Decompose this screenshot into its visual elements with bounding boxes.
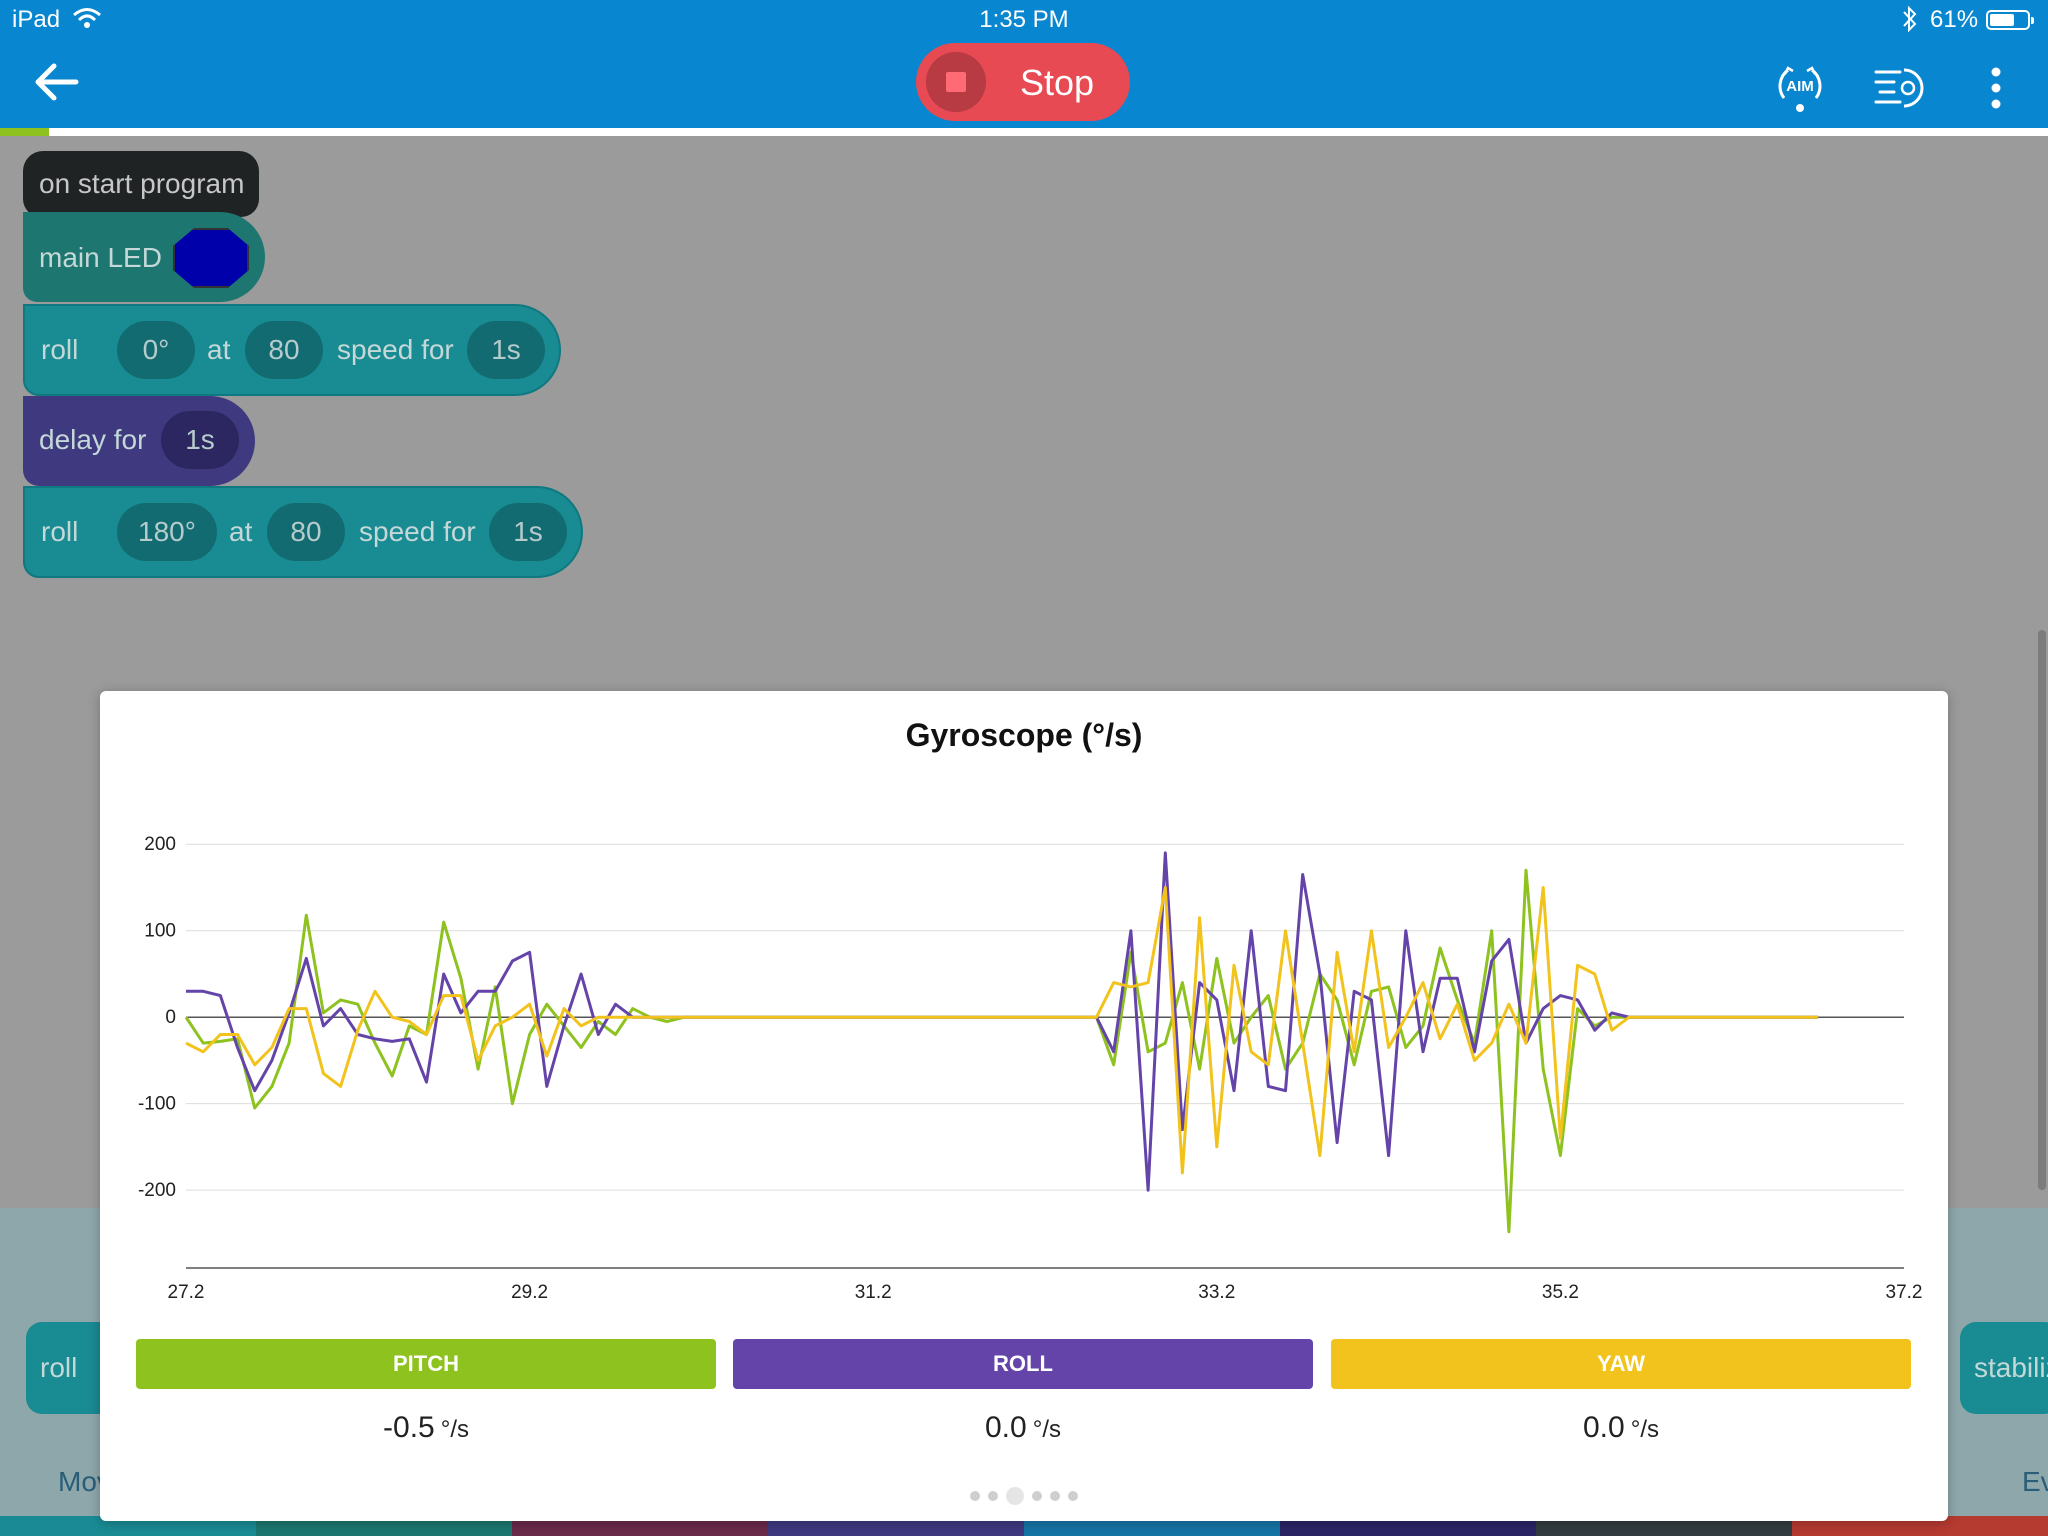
- x-tick-label: 29.2: [511, 1282, 548, 1303]
- page-dot-active[interactable]: [1006, 1487, 1024, 1505]
- on-start-block[interactable]: on start program: [23, 151, 259, 217]
- heading-field[interactable]: 180°: [117, 503, 217, 561]
- at-label: at: [229, 516, 253, 547]
- pitch-reading: -0.5 °/s: [136, 1411, 716, 1445]
- gyroscope-chart: 200 100 0 -100 -200 27.2 29.2 31.2 33.2 35.2 37.2: [138, 834, 1923, 1303]
- palette-stabilization-block[interactable]: stabiliz: [1960, 1322, 2048, 1414]
- yaw-unit: °/s: [1630, 1416, 1659, 1443]
- roll-block[interactable]: roll 180° at 80 speed for 1s: [23, 486, 583, 578]
- aim-label: AIM: [1786, 78, 1814, 95]
- delay-label: delay for: [39, 424, 147, 455]
- roll-label: roll: [41, 516, 79, 547]
- y-tick-label: 200: [144, 834, 176, 855]
- battery-icon: [1986, 10, 2034, 30]
- x-tick-label: 27.2: [168, 1282, 205, 1303]
- pitch-value: -0.5: [383, 1411, 435, 1444]
- category-tab-events[interactable]: Ev: [2022, 1466, 2048, 1497]
- speed-for-label: speed for: [337, 334, 454, 365]
- y-tick-label: -100: [138, 1094, 176, 1115]
- sensor-data-modal: Gyroscope (°/s) 200 100 0 -100 -200 27.2 29.2 3…: [100, 691, 1948, 1521]
- speed-for-label: speed for: [359, 516, 476, 547]
- chart-title: Gyroscope (°/s): [905, 717, 1143, 753]
- pitch-unit: °/s: [440, 1416, 469, 1443]
- drive-controller-icon[interactable]: [1870, 62, 1926, 114]
- x-tick-label: 31.2: [855, 1282, 892, 1303]
- roll-label: roll: [41, 334, 79, 365]
- page-dot[interactable]: [970, 1491, 980, 1501]
- category-color-strip: [0, 1516, 2048, 1536]
- canvas-scrollbar[interactable]: [2038, 630, 2046, 1190]
- back-button[interactable]: [28, 56, 84, 112]
- led-color-swatch[interactable]: [173, 228, 249, 288]
- status-carrier: iPad: [12, 6, 61, 33]
- status-time: 1:35 PM: [979, 6, 1069, 33]
- y-tick-label: 100: [144, 921, 176, 942]
- stop-button[interactable]: Stop: [916, 43, 1130, 121]
- legend-yaw-button[interactable]: YAW: [1331, 1339, 1911, 1389]
- delay-block[interactable]: delay for 1s: [23, 396, 255, 486]
- roll-reading: 0.0 °/s: [733, 1411, 1313, 1445]
- x-tick-label: 35.2: [1542, 1282, 1579, 1303]
- duration-field[interactable]: 1s: [489, 503, 567, 561]
- program-progress-fill: [0, 128, 50, 136]
- roll-value: 0.0: [985, 1411, 1027, 1444]
- page-dot[interactable]: [1032, 1491, 1042, 1501]
- legend-roll-button[interactable]: ROLL: [733, 1339, 1313, 1389]
- top-toolbar: iPad 1:35 PM 61% Stop AIM: [0, 0, 2048, 128]
- palette-stabilization-label: stabiliz: [1974, 1352, 2048, 1383]
- more-options-icon[interactable]: [1984, 66, 2008, 110]
- yaw-reading: 0.0 °/s: [1331, 1411, 1911, 1445]
- speed-field[interactable]: 80: [267, 503, 345, 561]
- series-line-yaw: [185, 886, 1819, 1175]
- wifi-icon: [73, 8, 101, 28]
- page-dot[interactable]: [1068, 1491, 1078, 1501]
- speed-field[interactable]: 80: [245, 321, 323, 379]
- x-tick-label: 33.2: [1198, 1282, 1235, 1303]
- legend-pitch-button[interactable]: PITCH: [136, 1339, 716, 1389]
- main-led-block[interactable]: main LED: [23, 212, 265, 302]
- x-tick-label: 37.2: [1886, 1282, 1923, 1303]
- roll-block[interactable]: roll 0° at 80 speed for 1s: [23, 304, 561, 396]
- page-dot[interactable]: [1050, 1491, 1060, 1501]
- page-indicator[interactable]: [964, 1486, 1084, 1506]
- program-progress-bar: [0, 128, 2048, 136]
- y-tick-label: 0: [165, 1007, 176, 1028]
- palette-roll-label: roll: [40, 1352, 78, 1383]
- main-led-label: main LED: [39, 242, 162, 273]
- stop-icon: [926, 52, 986, 112]
- roll-unit: °/s: [1032, 1416, 1061, 1443]
- yaw-value: 0.0: [1583, 1411, 1625, 1444]
- bluetooth-icon: [1903, 5, 1917, 33]
- heading-field[interactable]: 0°: [117, 321, 195, 379]
- battery-percent: 61%: [1930, 6, 1979, 33]
- at-label: at: [207, 334, 231, 365]
- aim-button[interactable]: AIM: [1772, 58, 1828, 114]
- stop-label: Stop: [1020, 62, 1095, 103]
- duration-field[interactable]: 1s: [467, 321, 545, 379]
- on-start-label: on start program: [39, 168, 245, 199]
- page-dot[interactable]: [988, 1491, 998, 1501]
- y-tick-label: -200: [138, 1180, 176, 1201]
- delay-duration-field[interactable]: 1s: [161, 411, 239, 469]
